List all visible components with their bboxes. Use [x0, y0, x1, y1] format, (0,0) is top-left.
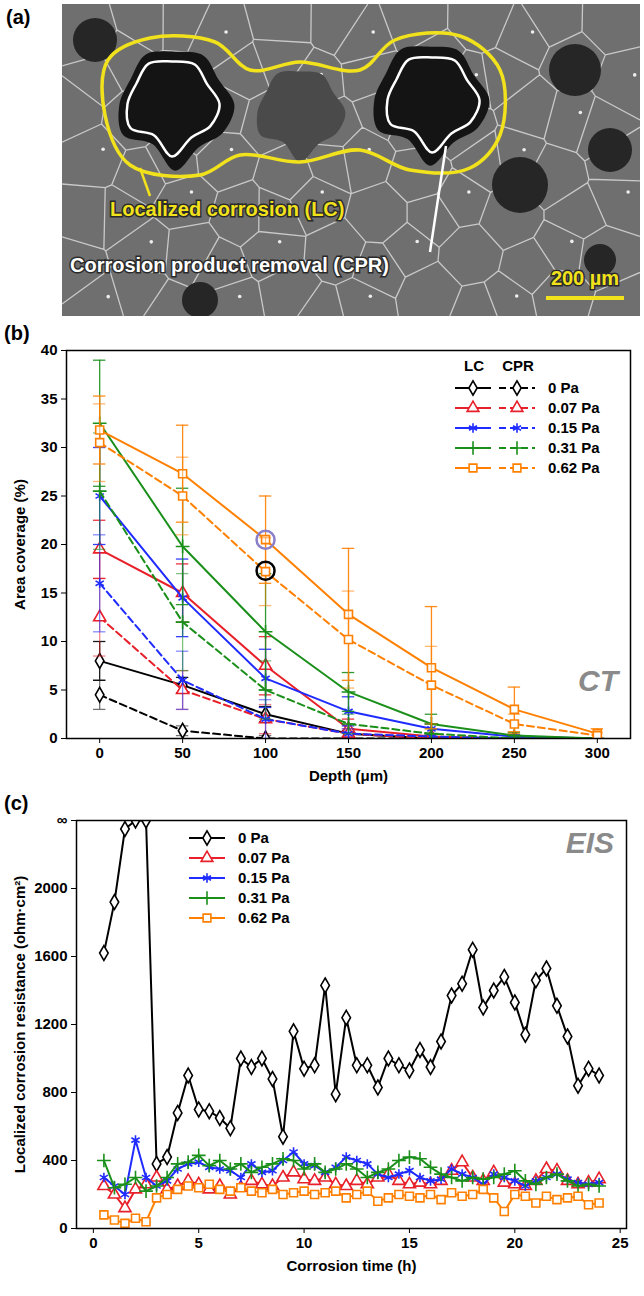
svg-text:10: 10 — [41, 632, 58, 649]
svg-text:5: 5 — [195, 1234, 203, 1251]
svg-text:25: 25 — [41, 487, 58, 504]
svg-text:0.07 Pa: 0.07 Pa — [548, 399, 600, 416]
svg-text:Corrosion time (h): Corrosion time (h) — [287, 1257, 417, 1274]
svg-text:Corrosion product removal (CPR: Corrosion product removal (CPR) — [70, 254, 389, 276]
svg-text:200: 200 — [419, 744, 444, 761]
svg-text:25: 25 — [612, 1234, 629, 1251]
svg-text:30: 30 — [41, 438, 58, 455]
svg-text:0.62 Pa: 0.62 Pa — [238, 909, 290, 926]
svg-text:50: 50 — [174, 744, 191, 761]
svg-text:(a): (a) — [6, 6, 30, 28]
svg-text:0: 0 — [96, 744, 104, 761]
svg-text:300: 300 — [585, 744, 610, 761]
svg-text:0.31 Pa: 0.31 Pa — [548, 439, 600, 456]
svg-text:35: 35 — [41, 390, 58, 407]
html-text:(c): (c) — [4, 792, 29, 814]
svg-text:800: 800 — [42, 1083, 67, 1100]
svg-text:2000: 2000 — [34, 879, 67, 896]
svg-text:20: 20 — [506, 1234, 523, 1251]
svg-text:LC: LC — [464, 357, 484, 374]
svg-text:20: 20 — [41, 535, 58, 552]
svg-text:0.62 Pa: 0.62 Pa — [548, 459, 600, 476]
svg-text:200 µm: 200 µm — [551, 267, 619, 289]
svg-text:0.15 Pa: 0.15 Pa — [238, 869, 290, 886]
html-text:EIS: EIS — [565, 826, 614, 859]
svg-text:100: 100 — [253, 744, 278, 761]
svg-text:40: 40 — [41, 341, 58, 358]
svg-text:0 Pa: 0 Pa — [548, 379, 580, 396]
svg-text:∞: ∞ — [57, 811, 68, 828]
svg-text:1200: 1200 — [34, 1015, 67, 1032]
svg-text:400: 400 — [42, 1151, 67, 1168]
svg-text:1600: 1600 — [34, 947, 67, 964]
svg-text:0: 0 — [59, 1219, 67, 1236]
svg-text:Localized corrosion (LC): Localized corrosion (LC) — [110, 198, 344, 220]
svg-text:0: 0 — [89, 1234, 97, 1251]
svg-text:Localized corrosion resistance: Localized corrosion resistance (ohm·cm²) — [11, 876, 28, 1174]
svg-text:10: 10 — [296, 1234, 313, 1251]
svg-text:150: 150 — [336, 744, 361, 761]
svg-text:0.15 Pa: 0.15 Pa — [548, 419, 600, 436]
svg-text:0: 0 — [49, 729, 57, 746]
svg-text:0 Pa: 0 Pa — [238, 829, 270, 846]
html-text:CT: CT — [578, 664, 618, 697]
svg-text:15: 15 — [41, 584, 58, 601]
svg-text:Depth (μm): Depth (μm) — [309, 767, 388, 784]
html-text:(b): (b) — [4, 322, 30, 344]
svg-text:250: 250 — [502, 744, 527, 761]
svg-text:0.31 Pa: 0.31 Pa — [238, 889, 290, 906]
svg-text:0.07 Pa: 0.07 Pa — [238, 849, 290, 866]
svg-text:15: 15 — [401, 1234, 418, 1251]
svg-text:Area coverage (%): Area coverage (%) — [11, 479, 28, 610]
svg-text:5: 5 — [49, 681, 57, 698]
svg-text:CPR: CPR — [502, 357, 534, 374]
